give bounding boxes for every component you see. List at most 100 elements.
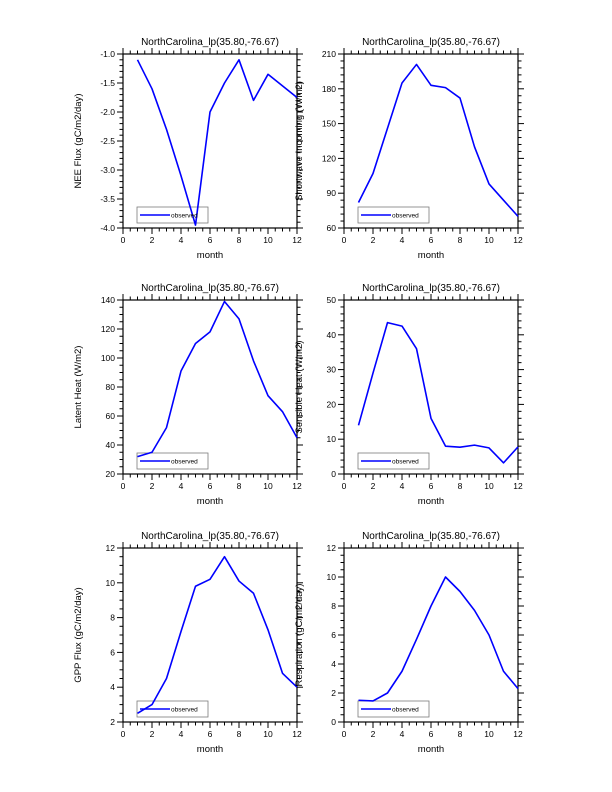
y-tick-label: 10 [106, 578, 116, 588]
chart-panel-shortwave: NorthCarolina_lp(35.80,-76.67) Shortwave … [286, 28, 536, 276]
x-tick-label: 0 [121, 729, 126, 739]
y-axis-label: Sensible Heat (W/m2) [294, 341, 305, 434]
plot-shortwave-incoming: NorthCarolina_lp(35.80,-76.67) Shortwave … [294, 37, 524, 261]
x-tick-label: 4 [400, 729, 405, 739]
y-tick-label: -4.0 [100, 223, 115, 233]
x-tick-label: 2 [150, 481, 155, 491]
chart-panel-respiration: NorthCarolina_lp(35.80,-76.67) Respiratio… [286, 522, 536, 770]
legend-label: observed [392, 213, 419, 220]
chart-panel-sensible-heat: NorthCarolina_lp(35.80,-76.67) Sensible H… [286, 274, 536, 522]
x-tick-label: 4 [179, 235, 184, 245]
x-tick-label: 6 [429, 235, 434, 245]
x-tick-label: 6 [429, 729, 434, 739]
plot-title: NorthCarolina_lp(35.80,-76.67) [362, 37, 500, 48]
y-tick-label: -3.0 [100, 165, 115, 175]
x-tick-label: 8 [458, 235, 463, 245]
y-tick-label: -2.5 [100, 136, 115, 146]
y-tick-label: 150 [322, 119, 336, 129]
x-tick-label: 2 [371, 729, 376, 739]
y-axis-label: Shortwave Incoming (W/m2) [294, 81, 305, 201]
y-tick-label: 6 [110, 647, 115, 657]
x-axis-label: month [197, 250, 223, 261]
x-axis-label: month [197, 744, 223, 755]
plot-title: NorthCarolina_lp(35.80,-76.67) [362, 283, 500, 294]
y-tick-label: 50 [327, 295, 337, 305]
x-tick-label: 12 [513, 729, 523, 739]
x-tick-label: 6 [208, 235, 213, 245]
y-tick-label: 40 [327, 330, 337, 340]
legend-box [357, 700, 430, 718]
axis-ticks [338, 48, 524, 234]
y-tick-label: 12 [327, 543, 337, 553]
plot-frame [343, 299, 519, 475]
y-tick-label: 180 [322, 84, 336, 94]
y-axis-label: Latent Heat (W/m2) [73, 346, 84, 429]
y-tick-label: 2 [331, 688, 336, 698]
plot-latent-heat: NorthCarolina_lp(35.80,-76.67) Latent Hea… [73, 283, 303, 507]
x-tick-label: 12 [513, 481, 523, 491]
data-line-observed [136, 58, 298, 226]
axis-ticks [117, 294, 303, 480]
plot-respiration: NorthCarolina_lp(35.80,-76.67) Respiratio… [294, 531, 524, 755]
x-tick-label: 8 [458, 481, 463, 491]
x-tick-label: 8 [237, 481, 242, 491]
plot-sensible-heat: NorthCarolina_lp(35.80,-76.67) Sensible H… [294, 283, 524, 507]
x-tick-label: 2 [371, 235, 376, 245]
x-tick-label: 4 [179, 729, 184, 739]
y-tick-label: 4 [110, 682, 115, 692]
x-tick-label: 0 [121, 235, 126, 245]
x-axis-label: month [418, 744, 444, 755]
y-tick-label: -3.5 [100, 194, 115, 204]
data-line-observed [137, 555, 298, 714]
x-tick-label: 2 [150, 729, 155, 739]
y-tick-label: 4 [331, 659, 336, 669]
y-tick-label: 10 [327, 434, 337, 444]
chart-panel-gpp-flux: NorthCarolina_lp(35.80,-76.67) GPP Flux (… [65, 522, 315, 770]
legend-label: observed [171, 707, 198, 714]
x-tick-label: 12 [292, 481, 302, 491]
y-tick-label: 60 [106, 411, 116, 421]
plot-title: NorthCarolina_lp(35.80,-76.67) [362, 531, 500, 542]
x-tick-label: 4 [179, 481, 184, 491]
x-tick-label: 2 [371, 481, 376, 491]
legend-box [136, 700, 209, 718]
y-axis-label: NEE Flux (gC/m2/day) [73, 93, 84, 188]
x-tick-label: 0 [342, 481, 347, 491]
x-tick-label: 10 [263, 235, 273, 245]
x-tick-label: 10 [263, 481, 273, 491]
y-axis-label: Respiration (gC/m2/day) [294, 584, 305, 687]
chart-panel-nee-flux: NorthCarolina_lp(35.80,-76.67) NEE Flux (… [65, 28, 315, 276]
legend-label: observed [392, 707, 419, 714]
legend-label: observed [171, 459, 198, 466]
y-axis-label: GPP Flux (gC/m2/day) [73, 587, 84, 682]
x-tick-label: 6 [208, 481, 213, 491]
x-tick-label: 4 [400, 481, 405, 491]
x-tick-label: 12 [292, 729, 302, 739]
x-tick-label: 12 [513, 235, 523, 245]
y-tick-label: -1.0 [100, 49, 115, 59]
x-axis-label: month [197, 496, 223, 507]
plot-gpp-flux: NorthCarolina_lp(35.80,-76.67) GPP Flux (… [73, 531, 303, 755]
y-tick-label: 20 [327, 399, 337, 409]
y-tick-label: 6 [331, 630, 336, 640]
y-tick-label: 10 [327, 572, 337, 582]
y-tick-label: 8 [110, 613, 115, 623]
x-tick-label: 6 [429, 481, 434, 491]
y-tick-label: 90 [327, 188, 337, 198]
x-tick-label: 2 [150, 235, 155, 245]
data-line-observed [357, 321, 519, 464]
y-tick-label: 120 [322, 153, 336, 163]
data-line-observed [358, 576, 519, 702]
y-tick-label: 20 [106, 469, 116, 479]
y-tick-label: 40 [106, 440, 116, 450]
chart-panel-latent-heat: NorthCarolina_lp(35.80,-76.67) Latent Hea… [65, 274, 315, 522]
y-tick-label: 120 [101, 324, 115, 334]
legend-label: observed [392, 459, 419, 466]
plot-frame [122, 53, 298, 229]
y-tick-label: 12 [106, 543, 116, 553]
x-tick-label: 0 [121, 481, 126, 491]
axis-ticks [117, 542, 303, 728]
x-tick-label: 10 [484, 729, 494, 739]
x-tick-label: 6 [208, 729, 213, 739]
data-line-observed [357, 63, 519, 217]
